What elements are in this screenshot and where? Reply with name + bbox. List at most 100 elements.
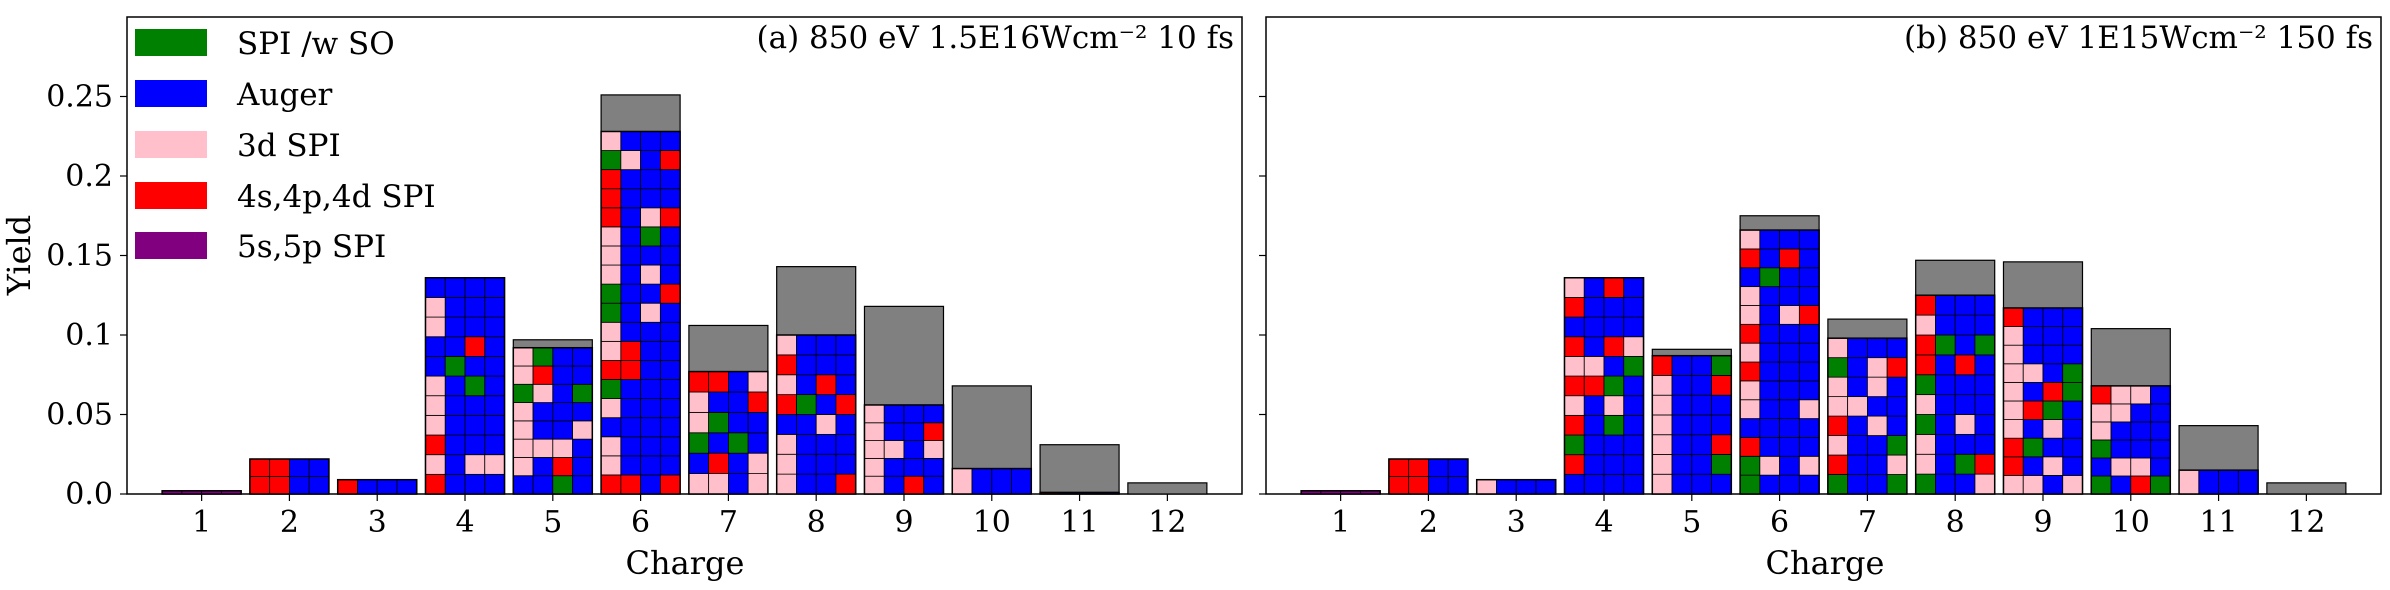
stack-segment-8-2-4 xyxy=(1954,394,1976,415)
stack-segment-10-2-3 xyxy=(2130,421,2151,441)
stack-segment-9-3-3 xyxy=(2062,419,2083,439)
stack-segment-6-1-16 xyxy=(620,169,642,190)
stack-segment-9-0-6 xyxy=(2003,363,2024,383)
stack-segment-6-1-0 xyxy=(620,474,642,495)
stack-segment-10-1-5 xyxy=(2110,385,2132,405)
stack-segment-10-2-4 xyxy=(2130,403,2151,423)
stack-segment-4-2-9 xyxy=(464,297,486,318)
stack-segment-6-2-8 xyxy=(1779,323,1800,344)
stack-segment-8-0-6 xyxy=(776,354,797,376)
stack-segment-5-3-6 xyxy=(572,365,593,385)
stack-segment-5-2-6 xyxy=(552,365,573,385)
stack-segment-9-3-9 xyxy=(2062,307,2083,327)
stack-segment-4-2-8 xyxy=(1603,316,1625,338)
stack-segment-6-2-18 xyxy=(640,131,661,151)
stack-segment-4-0-10 xyxy=(425,277,446,298)
stack-segment-7-0-5 xyxy=(688,371,710,393)
stack-segment-6-1-9 xyxy=(1759,305,1781,325)
stack-segment-7-1-1 xyxy=(1847,454,1868,475)
stack-segment-4-3-1 xyxy=(1623,454,1644,475)
stack-segment-8-0-4 xyxy=(776,394,797,415)
stack-segment-8-2-1 xyxy=(1954,453,1976,475)
stack-segment-6-3-6 xyxy=(659,360,681,380)
stack-segment-8-3-0 xyxy=(835,473,857,495)
stack-segment-4-3-3 xyxy=(1623,414,1644,436)
stack-segment-2-1-1 xyxy=(1408,458,1429,477)
stack-segment-4-1-10 xyxy=(1583,277,1605,298)
stack-segment-4-3-2 xyxy=(484,434,505,456)
stack-segment-4-0-3 xyxy=(425,414,446,436)
stack-segment-8-3-4 xyxy=(835,394,857,415)
stack-segment-5-3-3 xyxy=(572,420,593,440)
stack-segment-5-0-6 xyxy=(512,365,534,385)
stack-segment-5-3-7 xyxy=(572,347,593,367)
stack-segment-6-1-5 xyxy=(620,379,642,399)
stack-segment-6-1-6 xyxy=(1759,361,1781,382)
stack-segment-8-2-2 xyxy=(815,433,837,455)
stack-segment-6-0-3 xyxy=(1739,418,1761,438)
stack-segment-6-0-5 xyxy=(1739,380,1761,401)
stack-segment-8-3-5 xyxy=(1974,374,1996,396)
stack-segment-7-0-2 xyxy=(688,432,710,454)
stack-segment-9-1-9 xyxy=(2022,307,2044,327)
stack-segment-7-3-2 xyxy=(747,432,769,454)
stack-segment-9-1-7 xyxy=(2022,344,2044,365)
y-tick-label-5: 0.25 xyxy=(46,80,113,115)
stack-segment-8-1-0 xyxy=(1935,473,1956,495)
stack-segment-4-0-4 xyxy=(1564,395,1585,416)
stack-segment-8-0-5 xyxy=(776,374,797,396)
stack-segment-8-0-1 xyxy=(776,453,797,475)
stack-segment-3-3-0 xyxy=(396,479,418,495)
stack-segment-6-0-4 xyxy=(600,398,622,419)
stack-segment-2-2-0 xyxy=(289,476,310,495)
stack-segment-7-0-7 xyxy=(1827,337,1849,359)
stack-segment-4-3-10 xyxy=(484,277,505,298)
stack-segment-4-3-8 xyxy=(1623,316,1644,338)
stack-segment-8-2-6 xyxy=(815,354,837,376)
stack-segment-6-3-16 xyxy=(659,169,681,190)
stack-segment-5-0-3 xyxy=(512,420,534,440)
stack-segment-7-0-1 xyxy=(1827,454,1849,475)
stack-segment-10-2-0 xyxy=(2130,475,2151,495)
stack-segment-7-2-2 xyxy=(727,432,749,454)
stack-segment-10-3-4 xyxy=(2150,403,2171,423)
stack-segment-6-2-7 xyxy=(1779,342,1800,363)
stack-segment-10-1-1 xyxy=(2110,457,2132,477)
stack-segment-7-1-7 xyxy=(1847,337,1868,359)
panel-b-title: (b) 850 eV 1E15Wcm⁻² 150 fs xyxy=(1904,20,2373,56)
stack-segment-6-2-4 xyxy=(1779,399,1800,419)
stack-segment-4-0-2 xyxy=(1564,434,1585,456)
legend-label-3d-spi: 3d SPI xyxy=(237,128,341,164)
stack-segment-5-2-2 xyxy=(1691,434,1712,455)
stack-segment-9-1-0 xyxy=(2022,474,2044,495)
stack-segment-7-1-5 xyxy=(708,371,729,393)
stack-segment-9-0-0 xyxy=(864,475,885,495)
stack-segment-6-1-11 xyxy=(620,264,642,285)
stack-segment-6-2-1 xyxy=(1779,455,1800,476)
stack-segment-9-3-0 xyxy=(923,475,944,495)
stack-segment-8-0-5 xyxy=(1915,374,1936,396)
stack-segment-7-1-3 xyxy=(1847,415,1868,436)
stack-segment-3-3-0 xyxy=(1535,479,1557,495)
stack-segment-6-3-1 xyxy=(1798,455,1820,476)
stack-segment-5-0-1 xyxy=(1651,454,1673,475)
stack-segment-4-1-3 xyxy=(1583,414,1605,436)
stack-segment-8-1-2 xyxy=(796,433,817,455)
x-tick-label-1: 1 xyxy=(192,505,211,540)
stack-segment-6-0-15 xyxy=(600,188,622,209)
y-tick-label-3: 0.15 xyxy=(46,239,113,274)
x-tick-label-12: 12 xyxy=(2287,505,2325,540)
stack-segment-6-2-12 xyxy=(640,245,661,266)
stack-segment-7-0-2 xyxy=(1827,435,1849,456)
stack-segment-6-2-3 xyxy=(1779,418,1800,438)
stack-segment-9-0-1 xyxy=(2003,456,2024,476)
stack-segment-7-2-5 xyxy=(727,371,749,393)
stack-segment-6-0-7 xyxy=(1739,342,1761,363)
stack-segment-4-0-2 xyxy=(425,434,446,456)
stack-segment-8-2-8 xyxy=(1954,314,1976,336)
stack-segment-8-2-5 xyxy=(1954,374,1976,396)
stack-segment-6-0-12 xyxy=(1739,248,1761,269)
stack-segment-6-2-0 xyxy=(640,474,661,495)
stack-segment-5-3-0 xyxy=(572,475,593,495)
stack-segment-2-2-1 xyxy=(289,458,310,477)
